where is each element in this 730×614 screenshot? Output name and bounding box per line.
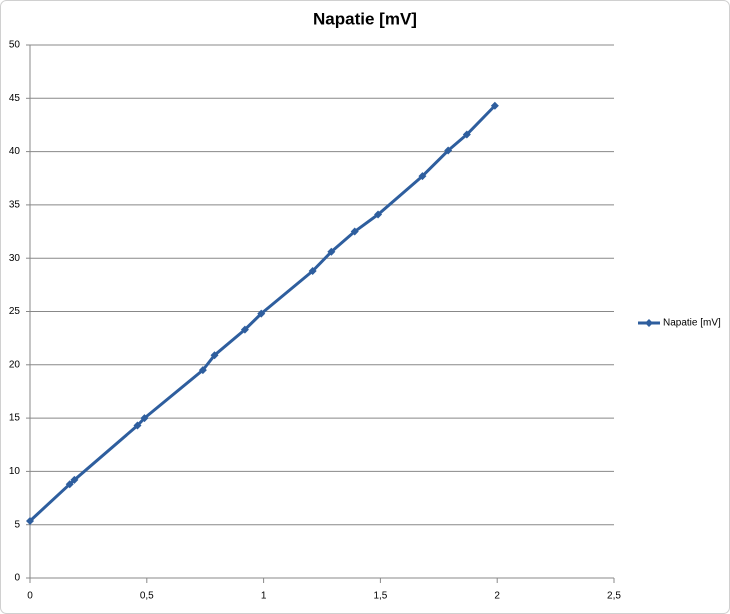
data-point <box>444 146 453 155</box>
data-point <box>133 421 142 430</box>
data-point <box>374 210 383 219</box>
data-point <box>350 227 359 236</box>
data-point <box>462 130 471 139</box>
x-tick-label: 0 <box>27 591 33 602</box>
legend-swatch-marker <box>645 319 653 327</box>
data-point <box>210 351 219 360</box>
y-tick-label: 50 <box>9 40 21 51</box>
x-tick-label: 1 <box>261 591 267 602</box>
y-tick-label: 20 <box>9 359 21 370</box>
y-tick-label: 0 <box>14 573 20 584</box>
data-point <box>490 101 499 110</box>
y-tick-label: 15 <box>9 413 21 424</box>
x-tick-label: 0,5 <box>140 591 154 602</box>
x-tick-label: 2 <box>494 591 500 602</box>
legend-label: Napatie [mV] <box>663 318 721 329</box>
data-point <box>257 309 266 318</box>
data-point <box>418 172 427 181</box>
data-point <box>327 247 336 256</box>
y-tick-label: 5 <box>14 519 20 530</box>
data-point <box>240 325 249 334</box>
data-point <box>308 266 317 275</box>
data-point <box>198 366 207 375</box>
y-tick-label: 35 <box>9 200 21 211</box>
x-tick-label: 1,5 <box>373 591 387 602</box>
data-point <box>26 516 34 525</box>
y-tick-label: 40 <box>9 146 21 157</box>
y-tick-label: 10 <box>9 466 21 477</box>
data-point <box>65 480 74 489</box>
y-tick-label: 25 <box>9 306 21 317</box>
chart-title: Napatie [mV] <box>313 9 417 28</box>
data-point <box>70 475 79 484</box>
y-tick-label: 45 <box>9 93 21 104</box>
y-tick-label: 30 <box>9 253 21 264</box>
data-point <box>140 414 149 423</box>
x-tick-label: 2,5 <box>607 591 621 602</box>
